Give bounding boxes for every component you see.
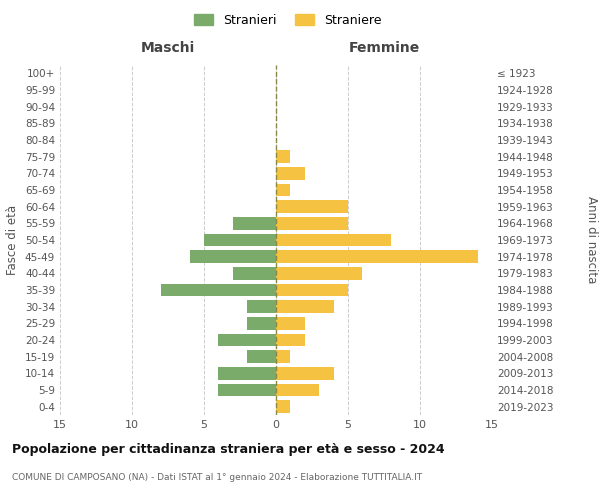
- Text: Femmine: Femmine: [349, 41, 419, 55]
- Bar: [190, 250, 276, 263]
- Bar: [276, 334, 305, 346]
- Bar: [276, 317, 305, 330]
- Bar: [233, 267, 276, 280]
- Bar: [276, 400, 290, 413]
- Bar: [276, 150, 290, 163]
- Bar: [218, 334, 276, 346]
- Bar: [247, 300, 276, 313]
- Text: Anni di nascita: Anni di nascita: [584, 196, 598, 284]
- Bar: [276, 284, 348, 296]
- Legend: Stranieri, Straniere: Stranieri, Straniere: [190, 8, 386, 32]
- Bar: [218, 384, 276, 396]
- Bar: [276, 384, 319, 396]
- Bar: [276, 217, 348, 230]
- Text: Popolazione per cittadinanza straniera per età e sesso - 2024: Popolazione per cittadinanza straniera p…: [12, 442, 445, 456]
- Bar: [276, 184, 290, 196]
- Bar: [218, 367, 276, 380]
- Bar: [276, 167, 305, 179]
- Bar: [247, 350, 276, 363]
- Bar: [276, 267, 362, 280]
- Bar: [276, 250, 478, 263]
- Bar: [233, 217, 276, 230]
- Bar: [276, 200, 348, 213]
- Bar: [276, 350, 290, 363]
- Bar: [276, 300, 334, 313]
- Text: COMUNE DI CAMPOSANO (NA) - Dati ISTAT al 1° gennaio 2024 - Elaborazione TUTTITAL: COMUNE DI CAMPOSANO (NA) - Dati ISTAT al…: [12, 472, 422, 482]
- Bar: [204, 234, 276, 246]
- Bar: [276, 367, 334, 380]
- Text: Maschi: Maschi: [141, 41, 195, 55]
- Y-axis label: Fasce di età: Fasce di età: [7, 205, 19, 275]
- Bar: [247, 317, 276, 330]
- Bar: [276, 234, 391, 246]
- Bar: [161, 284, 276, 296]
